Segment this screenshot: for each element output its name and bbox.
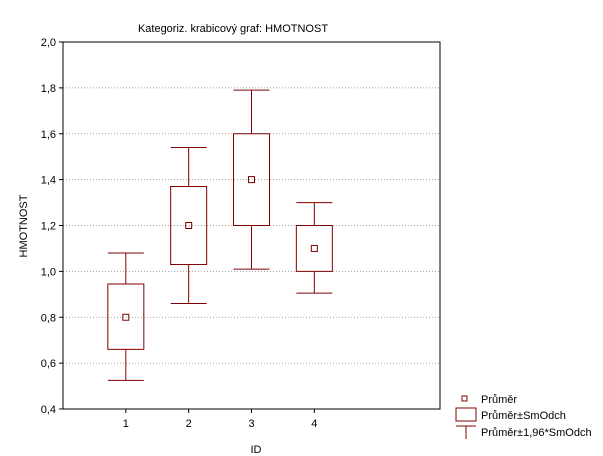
x-axis-ticks: 1 2 3 4	[123, 409, 317, 430]
x-axis-label: ID	[251, 444, 262, 456]
y-tick-label: 0,8	[41, 312, 56, 324]
sd-box	[295, 225, 333, 272]
box-group	[107, 252, 145, 381]
mean-marker	[122, 313, 130, 321]
y-axis-ticks: 0,4 0,6 0,8 1,0 1,2 1,4 1,6 1,8 2,0	[41, 37, 63, 416]
mean-marker	[248, 176, 255, 184]
mean-marker	[185, 222, 193, 229]
mean-marker	[310, 244, 318, 252]
legend-item-whisker: Průměr±1,96*SmOdch	[456, 425, 592, 439]
x-tick-label: 2	[186, 418, 192, 430]
x-tick-label: 4	[311, 418, 317, 430]
legend: Průměr Průměr±SmOdch Průměr±1,96*SmOdch	[455, 394, 592, 439]
chart-title: Kategoriz. krabicový graf: HMOTNOST	[138, 23, 328, 35]
y-tick-label: 2,0	[41, 37, 56, 49]
y-tick-label: 1,4	[41, 175, 56, 187]
y-tick-label: 1,2	[41, 221, 56, 233]
legend-label-sd: Průměr±SmOdch	[481, 410, 566, 422]
box-group	[295, 202, 333, 294]
y-tick-label: 1,8	[41, 83, 56, 95]
sd-box	[170, 186, 208, 265]
y-tick-label: 0,6	[41, 358, 56, 370]
legend-label-whisker: Průměr±1,96*SmOdch	[481, 427, 592, 439]
legend-sd-box	[455, 407, 477, 422]
y-tick-label: 1,0	[41, 266, 56, 278]
data-marks	[107, 89, 333, 381]
box-group	[170, 147, 208, 304]
legend-item-mean: Průměr	[461, 394, 517, 406]
sd-box	[107, 283, 145, 350]
legend-label-mean: Průměr	[481, 394, 517, 406]
sd-box	[233, 133, 270, 226]
x-tick-label: 3	[248, 418, 254, 430]
y-tick-label: 0,4	[41, 404, 56, 416]
legend-mean-marker	[461, 395, 468, 402]
legend-item-sd: Průměr±SmOdch	[455, 407, 566, 422]
x-tick-label: 1	[123, 418, 129, 430]
box-group	[233, 89, 270, 270]
y-axis-label: HMOTNOST	[18, 194, 30, 257]
y-tick-label: 1,6	[41, 129, 56, 141]
